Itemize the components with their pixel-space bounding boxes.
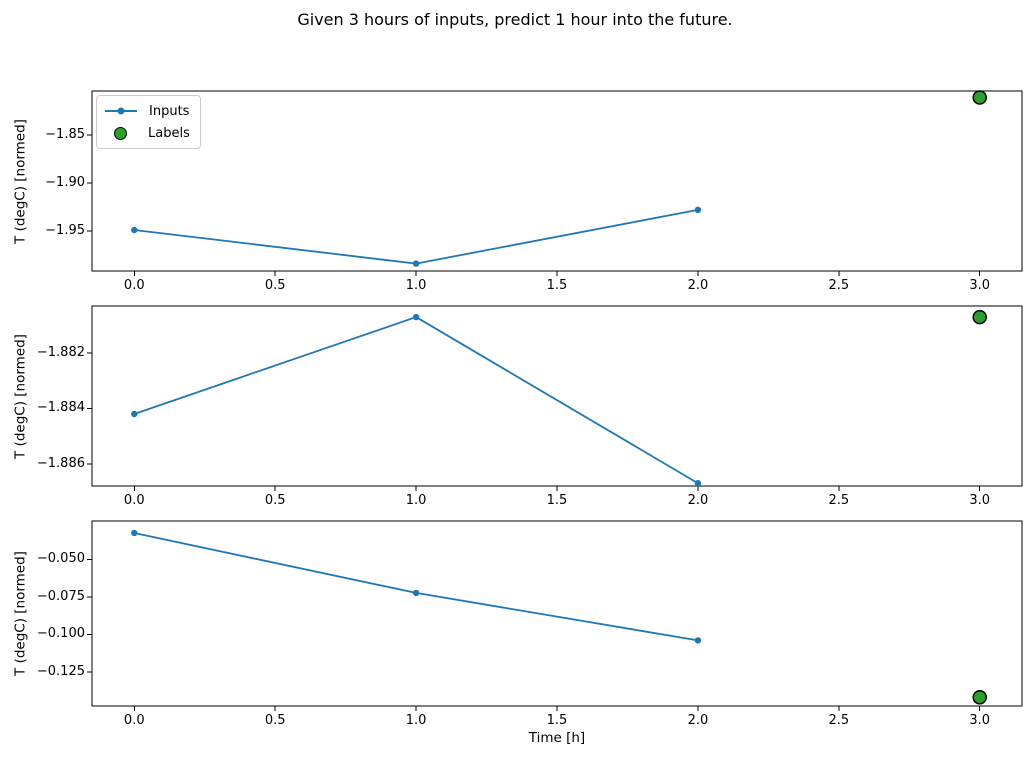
subplot-2-x-tick-label: 1.0	[405, 493, 427, 508]
subplot-3-labels-marker	[972, 690, 987, 705]
subplot-1-inputs-marker	[412, 260, 420, 267]
subplot-2-labels-marker	[972, 309, 987, 325]
subplot-1-x-tick-label: 2.0	[687, 278, 709, 293]
subplot-2-x-tick-label: 1.5	[546, 493, 568, 508]
subplot-3-y-tick-label: −0.125	[36, 663, 85, 679]
inputs-dot-icon	[117, 107, 125, 115]
subplot-3-x-tick-label: 0.0	[123, 713, 145, 728]
subplot-3-y-tick-label: −0.100	[36, 626, 85, 642]
inputs-line-swatch	[105, 107, 137, 115]
subplot-1-y-axis-label: T (degC) [normed]	[12, 118, 29, 244]
subplot-2-y-tick-label: −1.884	[36, 400, 85, 416]
subplot-2-inputs-line	[133, 316, 699, 485]
subplot-2-inputs-marker	[131, 410, 138, 418]
subplot-1-inputs-line	[134, 208, 699, 265]
subplot-1-y-tick-label: −1.90	[45, 174, 85, 190]
subplot-1-x-tick-label: 2.5	[828, 278, 850, 293]
subplot-1-y-tick-label: −1.85	[45, 126, 85, 142]
subplot-1-y-tick-label: −1.95	[45, 222, 85, 238]
legend-item-labels: Labels	[105, 122, 190, 144]
subplot-2-x-tick-label: 0.0	[123, 493, 145, 508]
subplot-2-x-tick-label: 2.0	[687, 493, 709, 508]
subplot-1-x-tick-label: 1.0	[405, 278, 427, 293]
subplot-3-x-tick-label: 1.5	[546, 713, 568, 728]
subplot-3-axes-frame	[91, 520, 1023, 707]
subplot-1-x-tick-label: 0.5	[264, 278, 286, 293]
subplot-3-inputs-marker	[412, 589, 420, 597]
legend: Inputs Labels	[96, 95, 201, 149]
subplot-2-x-tick-label: 0.5	[264, 493, 286, 508]
figure-title: Given 3 hours of inputs, predict 1 hour …	[297, 10, 733, 29]
subplot-3-inputs-line	[134, 532, 699, 642]
x-axis-label: Time [h]	[528, 730, 586, 746]
subplot-1-x-tick-label: 3.0	[969, 278, 991, 293]
subplot-3-x-tick-label: 1.0	[405, 713, 427, 728]
subplot-3-inputs-marker	[131, 529, 138, 537]
subplot-3-x-tick-label: 3.0	[969, 713, 991, 728]
subplot-1-labels-marker	[972, 90, 987, 105]
subplot-2-y-tick-label: −1.882	[36, 345, 85, 361]
subplot-1-inputs-marker	[131, 226, 138, 234]
subplot-2-axes-frame	[91, 305, 1023, 487]
subplot-3-y-tick-label: −0.075	[36, 588, 85, 604]
subplot-1-x-tick-label: 0.0	[123, 278, 145, 293]
subplot-1-axes-frame	[91, 90, 1023, 272]
subplot-2-x-tick-label: 3.0	[969, 493, 991, 508]
legend-item-inputs: Inputs	[105, 100, 190, 122]
subplot-2-y-axis-label: T (degC) [normed]	[12, 333, 29, 459]
subplot-2-inputs-marker	[694, 480, 702, 487]
legend-label-labels: Labels	[148, 125, 190, 141]
subplot-3-y-axis-label: T (degC) [normed]	[12, 551, 29, 676]
subplot-3-y-tick-label: −0.050	[36, 551, 85, 567]
subplot-3-inputs-marker	[694, 637, 702, 644]
subplot-1-inputs-marker	[694, 206, 702, 214]
legend-label-inputs: Inputs	[149, 103, 190, 119]
subplot-3-x-tick-label: 0.5	[264, 713, 286, 728]
subplot-2-y-tick-label: −1.886	[36, 455, 85, 471]
subplot-1-x-tick-label: 1.5	[546, 278, 568, 293]
subplot-3-x-tick-label: 2.0	[687, 713, 709, 728]
subplot-3-x-tick-label: 2.5	[828, 713, 850, 728]
subplot-2-x-tick-label: 2.5	[828, 493, 850, 508]
subplot-2-inputs-marker	[412, 313, 420, 321]
labels-circle-icon	[114, 126, 127, 140]
